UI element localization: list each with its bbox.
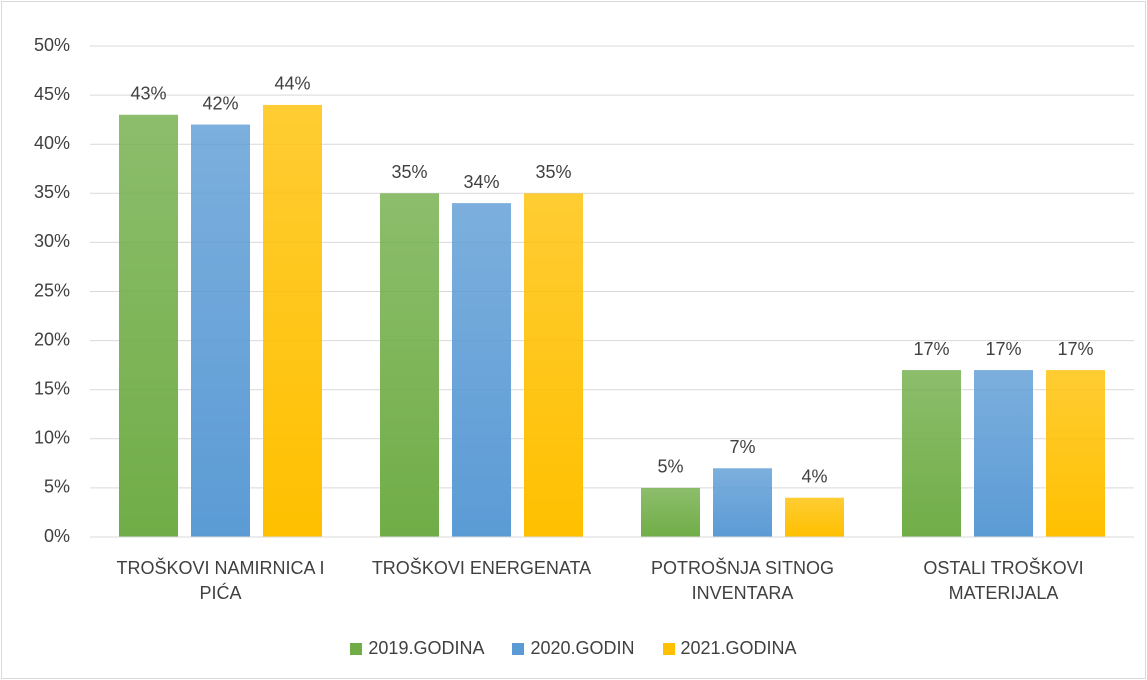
y-tick-label: 15% — [34, 378, 70, 398]
bar — [191, 124, 250, 537]
x-tick-label: POTROŠNJA SITNOG INVENTARA — [650, 558, 835, 603]
data-label: 44% — [274, 74, 310, 94]
legend-swatch — [662, 642, 675, 655]
bar — [713, 468, 772, 537]
data-label: 43% — [130, 83, 166, 103]
y-tick-label: 40% — [34, 133, 70, 153]
y-tick-label: 5% — [44, 477, 70, 497]
y-tick-label: 0% — [44, 526, 70, 546]
legend-label: 2019.GODINA — [368, 638, 485, 658]
legend-label: 2021.GODINA — [680, 638, 797, 658]
legend-swatch — [512, 642, 525, 655]
data-label: 17% — [985, 339, 1021, 359]
legend-swatch — [350, 642, 363, 655]
y-tick-label: 25% — [34, 280, 70, 300]
y-tick-label: 45% — [34, 84, 70, 104]
bar — [380, 193, 439, 538]
bar — [641, 487, 700, 537]
x-tick-label: TROŠKOVI NAMIRNICA I PIĆA — [116, 558, 325, 603]
bar — [119, 114, 178, 538]
y-tick-label: 20% — [34, 329, 70, 349]
data-label: 35% — [391, 162, 427, 182]
bar — [263, 104, 322, 538]
bar — [1046, 370, 1105, 537]
y-tick-label: 35% — [34, 182, 70, 202]
legend-item: 2020.GODIN — [512, 638, 635, 659]
legend-item: 2021.GODINA — [662, 638, 797, 659]
data-label: 17% — [913, 339, 949, 359]
data-label: 34% — [463, 172, 499, 192]
bar — [902, 370, 961, 537]
y-tick-label: 30% — [34, 231, 70, 251]
bar — [974, 370, 1033, 537]
legend-label: 2020.GODIN — [530, 638, 635, 658]
x-tick-label: OSTALI TROŠKOVI MATERIJALA — [923, 558, 1084, 603]
y-tick-label: 50% — [34, 35, 70, 55]
bar — [785, 497, 844, 537]
data-label: 17% — [1057, 339, 1093, 359]
legend: 2019.GODINA 2020.GODIN 2021.GODINA — [0, 638, 1147, 659]
data-label: 35% — [535, 162, 571, 182]
bar — [452, 203, 511, 537]
bar — [524, 193, 583, 538]
data-label: 5% — [657, 457, 683, 477]
data-label: 7% — [729, 437, 755, 457]
x-tick-label: TROŠKOVI ENERGENATA — [371, 558, 592, 578]
legend-item: 2019.GODINA — [350, 638, 484, 659]
data-label: 4% — [801, 466, 827, 486]
data-label: 42% — [202, 93, 238, 113]
y-tick-label: 10% — [34, 428, 70, 448]
